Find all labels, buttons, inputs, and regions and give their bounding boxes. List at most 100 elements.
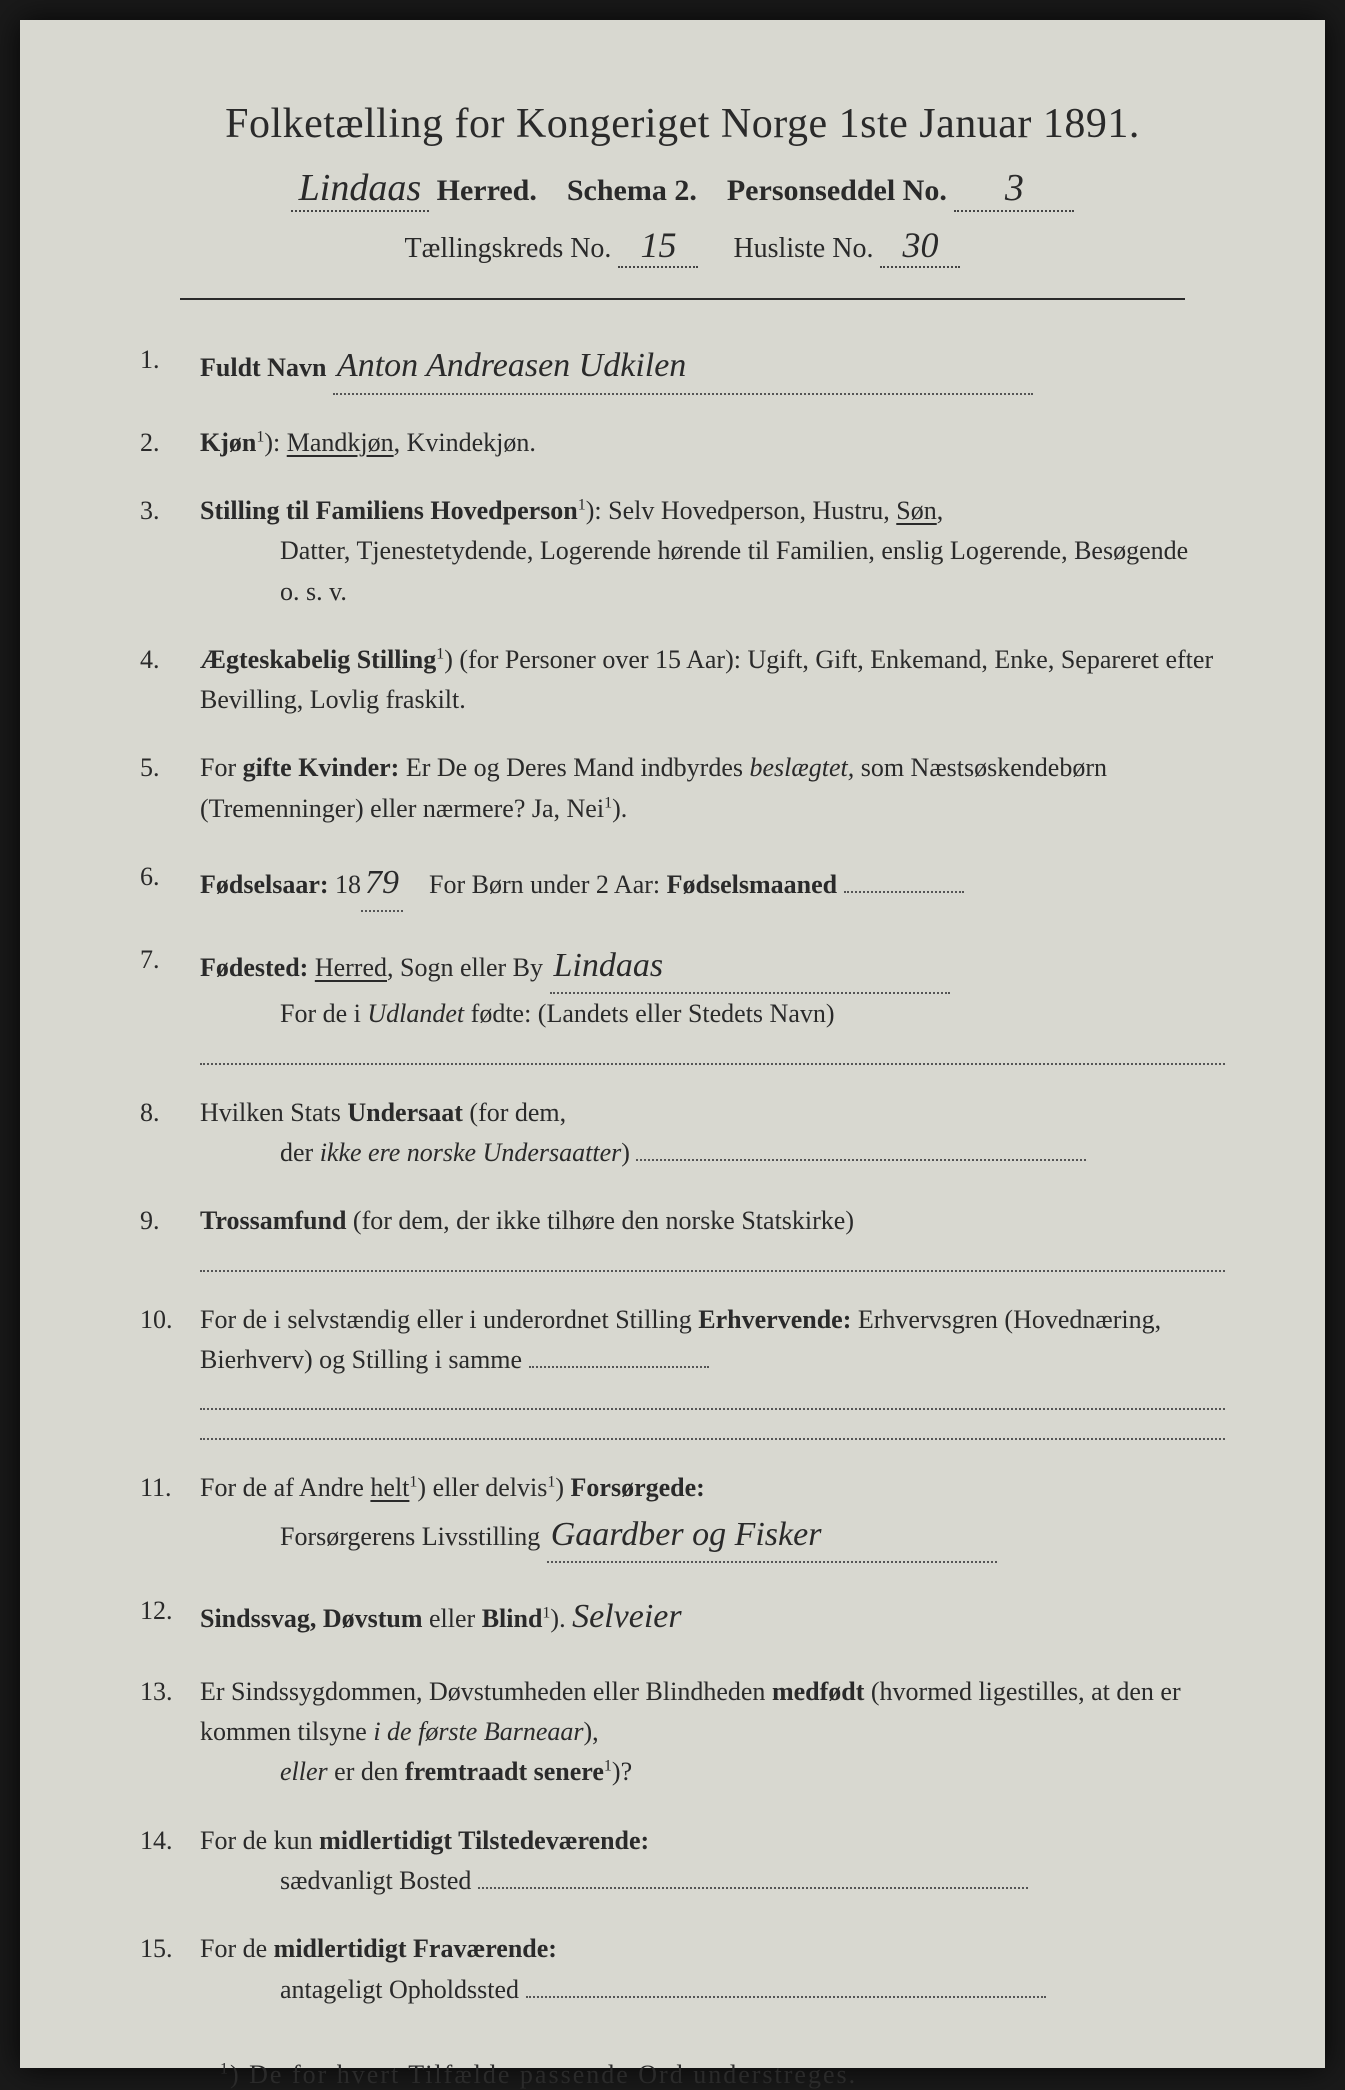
- field-3-relation: 3. Stilling til Familiens Hovedperson1):…: [140, 491, 1225, 612]
- field-text: er den: [334, 1757, 405, 1786]
- field-text: Selv Hovedperson, Hustru,: [608, 496, 896, 525]
- field-text: der: [280, 1138, 320, 1167]
- form-title: Folketælling for Kongeriget Norge 1ste J…: [140, 100, 1225, 148]
- field-13-congenital: 13. Er Sindssygdommen, Døvstumheden elle…: [140, 1672, 1225, 1793]
- field-10-occupation: 10. For de i selvstændig eller i underor…: [140, 1300, 1225, 1441]
- form-content: Folketælling for Kongeriget Norge 1ste J…: [140, 100, 1225, 2090]
- field-label: Erhvervende:: [698, 1305, 851, 1334]
- field-text: antageligt Opholdssted: [280, 1975, 519, 2004]
- field-num: 6.: [140, 857, 200, 912]
- herred-underlined: Herred: [315, 953, 387, 982]
- field-12-disability: 12. Sindssvag, Døvstum eller Blind1). Se…: [140, 1591, 1225, 1644]
- field-body: Trossamfund (for dem, der ikke tilhøre d…: [200, 1201, 1225, 1271]
- field-label: fremtraadt senere: [405, 1757, 604, 1786]
- field-text: For de: [200, 1934, 274, 1963]
- name-handwritten: Anton Andreasen Udkilen: [333, 340, 1033, 395]
- field-num: 12.: [140, 1591, 200, 1644]
- son-underlined: Søn: [896, 496, 936, 525]
- field-label: Fødested:: [200, 953, 308, 982]
- field-label: midlertidigt Fraværende:: [274, 1934, 557, 1963]
- field-text: Er De og Deres Mand indbyrdes: [406, 753, 750, 782]
- field-6-birthyear: 6. Fødselsaar: 1879 For Børn under 2 Aar…: [140, 857, 1225, 912]
- field-body: Ægteskabelig Stilling1) (for Personer ov…: [200, 640, 1225, 721]
- field-8-citizenship: 8. Hvilken Stats Undersaat (for dem, der…: [140, 1093, 1225, 1174]
- field-text: o. s. v.: [280, 577, 347, 606]
- field-text: For de af Andre: [200, 1473, 370, 1502]
- field-indent: For de i Udlandet fødte: (Landets eller …: [280, 994, 1225, 1034]
- field-num: 11.: [140, 1468, 200, 1563]
- field-body: Fødested: Herred, Sogn eller By Lindaas …: [200, 940, 1225, 1065]
- field-body: Sindssvag, Døvstum eller Blind1). Selvei…: [200, 1591, 1225, 1644]
- field-num: 7.: [140, 940, 200, 1065]
- field-body: Er Sindssygdommen, Døvstumheden eller Bl…: [200, 1672, 1225, 1793]
- field-text: For Børn under 2 Aar:: [429, 870, 667, 899]
- field-text: ),: [583, 1717, 598, 1746]
- year-prefix: 18: [335, 870, 361, 899]
- field-indent: Datter, Tjenestetydende, Logerende høren…: [280, 531, 1225, 612]
- tkreds-label: Tællingskreds No.: [405, 233, 612, 264]
- dotted-blank: [478, 1887, 1028, 1889]
- field-4-marital: 4. Ægteskabelig Stilling1) (for Personer…: [140, 640, 1225, 721]
- field-em: eller: [280, 1757, 328, 1786]
- field-indent: sædvanligt Bosted: [280, 1861, 1225, 1901]
- field-em: Udlandet: [367, 999, 464, 1028]
- field-body: For gifte Kvinder: Er De og Deres Mand i…: [200, 748, 1225, 829]
- field-num: 9.: [140, 1201, 200, 1271]
- separator-rule: [180, 298, 1185, 300]
- field-body: For de i selvstændig eller i underordnet…: [200, 1300, 1225, 1441]
- provider-handwritten: Gaardber og Fisker: [547, 1509, 997, 1564]
- sup-ref: 1: [578, 496, 586, 513]
- schema-label: Schema 2.: [567, 174, 697, 207]
- field-num: 4.: [140, 640, 200, 721]
- field-label: medfødt: [772, 1677, 864, 1706]
- field-label: Trossamfund: [200, 1206, 346, 1235]
- field-text: , Sogn eller By: [387, 953, 543, 982]
- field-label: Undersaat: [347, 1098, 463, 1127]
- birthplace-handwritten: Lindaas: [550, 940, 950, 995]
- dotted-blank: [636, 1159, 1086, 1161]
- field-14-temp-present: 14. For de kun midlertidigt Tilstedevære…: [140, 1821, 1225, 1902]
- sup-ref: 1: [547, 1474, 555, 1491]
- field-num: 1.: [140, 340, 200, 395]
- field-label: Fuldt Navn: [200, 353, 326, 382]
- dotted-blank: [844, 891, 964, 893]
- field-text: sædvanligt Bosted: [280, 1866, 471, 1895]
- sup-ref: 1: [604, 1758, 612, 1775]
- field-text: Datter, Tjenestetydende, Logerende høren…: [280, 536, 1188, 565]
- field-num: 3.: [140, 491, 200, 612]
- field-body: Kjøn1): Mandkjøn, Kvindekjøn.: [200, 423, 1225, 463]
- dotted-blank-line: [200, 1041, 1225, 1065]
- field-body: Fuldt Navn Anton Andreasen Udkilen: [200, 340, 1225, 395]
- field-text: (for dem, der ikke tilhøre den norske St…: [353, 1206, 854, 1235]
- field-body: Stilling til Familiens Hovedperson1): Se…: [200, 491, 1225, 612]
- dotted-blank: [526, 1996, 1046, 1998]
- field-label: Fødselsmaaned: [667, 870, 837, 899]
- field-label: gifte Kvinder:: [243, 753, 400, 782]
- field-15-temp-absent: 15. For de midlertidigt Fraværende: anta…: [140, 1929, 1225, 2010]
- sup-ref: 1: [604, 794, 612, 811]
- field-em: i de første Barneaar: [373, 1717, 583, 1746]
- field-label: Kjøn: [200, 428, 256, 457]
- field-label: Fødselsaar:: [200, 870, 329, 899]
- field-text: For: [200, 753, 243, 782]
- field-label: Ægteskabelig Stilling: [200, 645, 436, 674]
- personseddel-no: 3: [954, 166, 1074, 212]
- field-num: 10.: [140, 1300, 200, 1441]
- dotted-blank: [529, 1366, 709, 1368]
- field-5-married-women: 5. For gifte Kvinder: Er De og Deres Man…: [140, 748, 1225, 829]
- field-11-supported: 11. For de af Andre helt1) eller delvis1…: [140, 1468, 1225, 1563]
- husliste-no: 30: [880, 224, 960, 268]
- field-text: (for dem,: [469, 1098, 566, 1127]
- footnote-sup: 1: [220, 2060, 230, 2077]
- year-handwritten: 79: [361, 857, 403, 912]
- field-em: beslægtet,: [750, 753, 855, 782]
- field-label: midlertidigt Tilstedeværende:: [319, 1826, 649, 1855]
- personseddel-label: Personseddel No.: [727, 174, 947, 207]
- field-text: Forsørgerens Livsstilling: [280, 1522, 540, 1551]
- field-label: Forsørgede:: [571, 1473, 705, 1502]
- sup-ref: 1: [542, 1605, 550, 1622]
- field-label: Blind: [482, 1604, 543, 1633]
- gender-female: Kvindekjøn.: [407, 428, 536, 457]
- field-num: 14.: [140, 1821, 200, 1902]
- footnote-text: ) De for hvert Tilfælde passende Ord und…: [230, 2060, 857, 2089]
